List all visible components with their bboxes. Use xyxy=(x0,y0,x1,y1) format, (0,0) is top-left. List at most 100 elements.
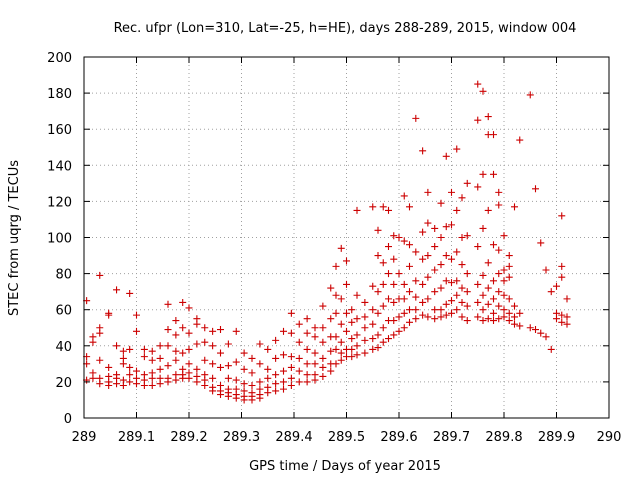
data-point xyxy=(479,87,487,95)
data-point xyxy=(240,380,248,388)
data-point xyxy=(185,345,193,353)
data-point xyxy=(495,246,503,254)
data-point xyxy=(287,382,295,390)
data-point xyxy=(156,380,164,388)
data-point xyxy=(319,302,327,310)
data-point xyxy=(390,232,398,240)
data-point xyxy=(272,380,280,388)
data-point xyxy=(390,280,398,288)
y-tick-label: 120 xyxy=(47,195,72,210)
data-point xyxy=(217,363,224,371)
x-tick-label: 289.5 xyxy=(328,430,365,445)
data-point xyxy=(348,345,356,353)
data-point xyxy=(474,243,482,251)
y-axis-label: STEC from uqrg / TECUs xyxy=(7,160,22,316)
y-tick-label: 60 xyxy=(55,304,72,319)
data-point xyxy=(448,309,455,317)
data-point xyxy=(348,335,356,343)
data-point xyxy=(406,306,413,314)
data-point xyxy=(209,360,217,368)
y-axis-ticks: 0 20 40 60 80 100 120 140 160 180 200 xyxy=(47,51,609,427)
y-tick-label: 160 xyxy=(47,123,72,138)
data-point xyxy=(424,188,432,196)
data-point xyxy=(332,360,340,368)
data-point xyxy=(343,257,350,265)
data-point xyxy=(379,324,387,332)
data-point xyxy=(542,333,550,341)
data-point xyxy=(164,342,172,350)
data-point xyxy=(458,234,466,241)
data-point xyxy=(558,318,566,326)
data-point xyxy=(361,298,369,306)
data-point xyxy=(537,329,545,337)
data-point xyxy=(490,309,497,317)
data-point xyxy=(448,221,455,229)
y-tick-label: 180 xyxy=(47,87,72,102)
data-point xyxy=(558,273,566,281)
data-point xyxy=(201,324,209,332)
data-point xyxy=(295,320,303,328)
data-point xyxy=(126,289,134,297)
data-point xyxy=(353,351,361,359)
data-point xyxy=(148,374,156,382)
data-point xyxy=(442,223,450,231)
data-point xyxy=(113,286,121,294)
data-point xyxy=(400,295,408,303)
data-point xyxy=(295,378,303,386)
data-point xyxy=(179,324,187,332)
data-point xyxy=(505,252,513,260)
data-point xyxy=(431,306,439,314)
data-point xyxy=(400,237,408,245)
data-point xyxy=(113,342,121,350)
data-point xyxy=(495,270,503,278)
data-point xyxy=(458,194,466,202)
data-point xyxy=(553,315,560,323)
data-point xyxy=(500,291,508,299)
data-point xyxy=(419,311,427,319)
data-point xyxy=(179,298,187,306)
data-point xyxy=(217,349,224,357)
data-point xyxy=(240,396,248,404)
chart-title: Rec. ufpr (Lon=310, Lat=-25, h=HE), days… xyxy=(114,21,577,36)
data-point xyxy=(327,315,335,323)
data-point xyxy=(133,367,140,375)
data-point xyxy=(511,203,518,211)
data-point xyxy=(264,374,272,382)
data-point xyxy=(390,298,398,306)
data-point xyxy=(140,382,148,390)
data-point xyxy=(463,288,471,296)
data-point xyxy=(526,91,534,99)
data-point xyxy=(224,374,232,382)
data-point xyxy=(332,262,340,270)
data-point xyxy=(140,353,148,361)
data-point xyxy=(500,306,508,314)
data-point xyxy=(448,279,455,287)
data-point xyxy=(193,365,201,373)
data-point xyxy=(495,315,503,323)
data-point xyxy=(311,349,319,357)
data-point xyxy=(474,280,482,288)
data-point xyxy=(303,329,311,337)
data-point xyxy=(256,378,264,386)
data-point xyxy=(385,335,392,343)
data-point xyxy=(353,331,361,339)
data-point xyxy=(264,365,272,373)
data-point xyxy=(463,179,471,187)
data-point xyxy=(453,145,461,153)
data-point xyxy=(558,262,566,270)
data-point xyxy=(96,329,104,337)
y-tick-label: 100 xyxy=(47,232,72,247)
data-point xyxy=(516,322,524,330)
data-point xyxy=(532,185,539,193)
data-point xyxy=(185,360,193,368)
data-point xyxy=(140,345,148,353)
data-point xyxy=(119,347,127,355)
data-point xyxy=(343,280,350,288)
data-point xyxy=(337,349,345,357)
data-point xyxy=(374,252,382,260)
data-point xyxy=(442,311,450,319)
data-point xyxy=(448,297,455,305)
data-point xyxy=(319,363,327,371)
data-point xyxy=(385,270,392,278)
